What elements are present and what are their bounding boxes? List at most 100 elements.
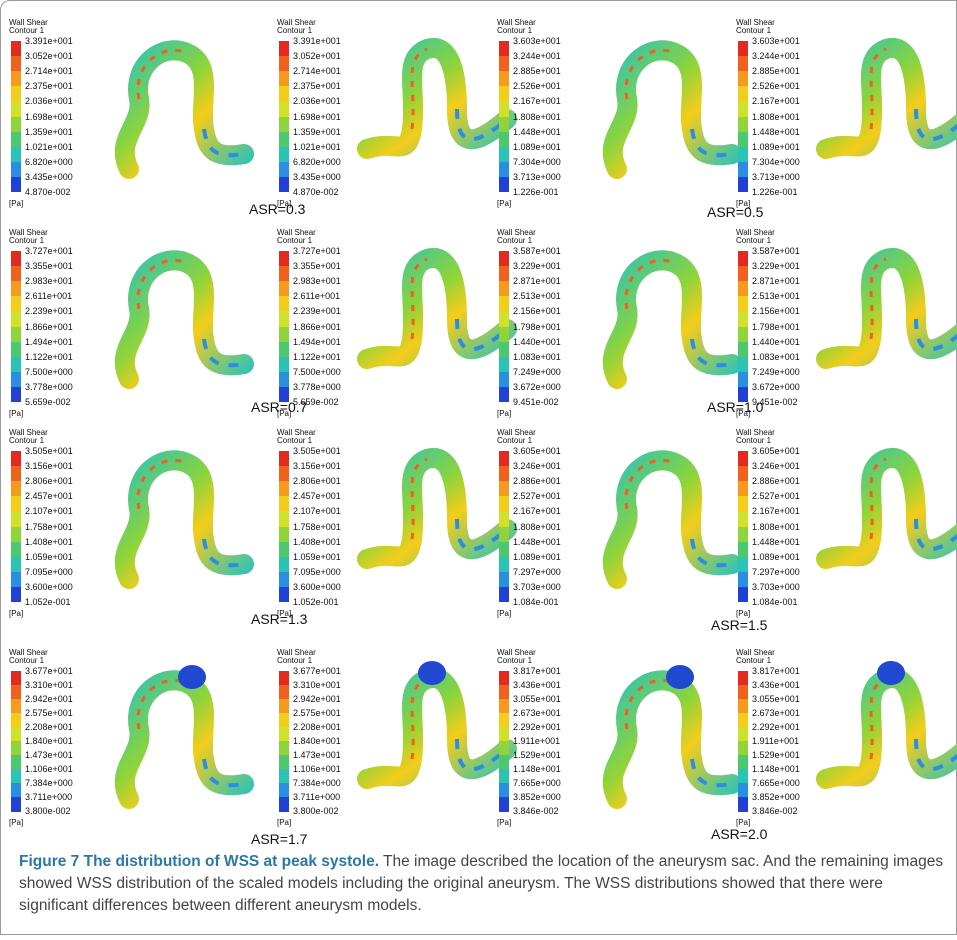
legend-level: 3.603e+001 <box>513 36 561 46</box>
contour-legend: Wall ShearContour 13.587e+0013.229e+0012… <box>497 229 587 429</box>
color-segment <box>738 86 748 102</box>
legend-level: 1.408e+001 <box>25 537 73 547</box>
legend-level: 3.778e+000 <box>25 382 73 392</box>
legend-level: 2.107e+001 <box>25 506 73 516</box>
color-segment <box>738 327 748 343</box>
color-segment <box>279 296 289 312</box>
color-segment <box>738 372 748 388</box>
contour-legend: Wall ShearContour 13.677e+0013.310e+0012… <box>9 649 99 849</box>
legend-level: 1.494e+001 <box>293 337 341 347</box>
color-segment <box>499 117 509 133</box>
color-segment <box>499 86 509 102</box>
legend-level: 2.806e+001 <box>25 476 73 486</box>
legend-level: 3.600e+000 <box>293 582 341 592</box>
legend-level: 2.942e+001 <box>293 694 341 704</box>
legend-level: 3.672e+000 <box>752 382 800 392</box>
color-segment <box>738 281 748 297</box>
color-segment <box>738 685 748 700</box>
color-segment <box>279 587 289 603</box>
legend-level: 1.226e-001 <box>752 187 798 197</box>
color-segment <box>738 783 748 798</box>
legend-level: 3.703e+000 <box>513 582 561 592</box>
legend-subtitle: Contour 1 <box>9 237 99 245</box>
legend-level: 2.457e+001 <box>293 491 341 501</box>
color-segment <box>279 342 289 358</box>
legend-level: 2.036e+001 <box>293 96 341 106</box>
legend-level: 2.375e+001 <box>293 81 341 91</box>
color-segment <box>279 671 289 686</box>
legend-level: 2.673e+001 <box>513 708 561 718</box>
color-segment <box>738 117 748 133</box>
legend-level: 7.297e+000 <box>752 567 800 577</box>
legend-level: 2.167e+001 <box>513 96 561 106</box>
color-segment <box>279 177 289 193</box>
legend-level: 3.244e+001 <box>752 51 800 61</box>
vessel-model <box>816 29 957 199</box>
color-segment <box>499 685 509 700</box>
legend-subtitle: Contour 1 <box>497 657 587 665</box>
legend-level: 7.249e+000 <box>513 367 561 377</box>
vessel-model <box>104 439 264 609</box>
legend-level: 1.808e+001 <box>752 112 800 122</box>
legend-level: 3.244e+001 <box>513 51 561 61</box>
color-segment <box>11 783 21 798</box>
legend-level: 3.846e-002 <box>513 806 559 816</box>
legend-level: 3.355e+001 <box>293 261 341 271</box>
legend-level: 1.866e+001 <box>293 322 341 332</box>
color-segment <box>11 372 21 388</box>
asr-label: ASR=2.0 <box>711 826 767 842</box>
color-segment <box>738 56 748 72</box>
color-segment <box>279 311 289 327</box>
color-segment <box>11 266 21 282</box>
legend-subtitle: Contour 1 <box>497 27 587 35</box>
color-segment <box>11 132 21 148</box>
legend-unit: [Pa] <box>9 409 23 418</box>
legend-level: 2.167e+001 <box>752 96 800 106</box>
vessel-model <box>104 29 264 199</box>
legend-level: 2.714e+001 <box>25 66 73 76</box>
color-segment <box>279 527 289 543</box>
color-segment <box>738 741 748 756</box>
legend-level: 2.526e+001 <box>513 81 561 91</box>
legend-level: 7.500e+000 <box>293 367 341 377</box>
legend-level: 2.167e+001 <box>752 506 800 516</box>
legend-level: 7.384e+000 <box>293 778 341 788</box>
legend-level: 1.408e+001 <box>293 537 341 547</box>
color-segment <box>279 56 289 72</box>
vessel-model <box>357 439 517 609</box>
legend-unit: [Pa] <box>9 199 23 208</box>
color-segment <box>11 387 21 403</box>
contour-legend: Wall ShearContour 13.505e+0013.156e+0012… <box>9 429 99 629</box>
color-segment <box>499 713 509 728</box>
color-segment <box>11 357 21 373</box>
color-segment <box>11 699 21 714</box>
legend-level: 1.911e+001 <box>513 736 560 746</box>
legend-level: 3.246e+001 <box>752 461 800 471</box>
color-segment <box>279 496 289 512</box>
legend-level: 1.473e+001 <box>293 750 341 760</box>
legend-level: 9.451e-002 <box>513 397 559 407</box>
color-segment <box>499 41 509 57</box>
legend-level: 3.391e+001 <box>25 36 73 46</box>
color-segment <box>738 71 748 87</box>
color-segment <box>279 699 289 714</box>
legend-level: 2.156e+001 <box>752 306 800 316</box>
color-segment <box>499 783 509 798</box>
legend-level: 3.711e+000 <box>293 792 340 802</box>
color-segment <box>499 327 509 343</box>
legend-level: 7.249e+000 <box>752 367 800 377</box>
legend-level: 3.846e-002 <box>752 806 798 816</box>
color-segment <box>499 587 509 603</box>
color-segment <box>11 281 21 297</box>
legend-level: 2.527e+001 <box>513 491 561 501</box>
legend-level: 7.384e+000 <box>25 778 73 788</box>
color-segment <box>279 357 289 373</box>
color-segment <box>499 357 509 373</box>
color-segment <box>279 557 289 573</box>
legend-level: 3.246e+001 <box>513 461 561 471</box>
legend-level: 3.727e+001 <box>25 246 73 256</box>
color-segment <box>738 557 748 573</box>
legend-level: 3.603e+001 <box>752 36 800 46</box>
color-segment <box>499 311 509 327</box>
vessel-model <box>592 239 752 409</box>
